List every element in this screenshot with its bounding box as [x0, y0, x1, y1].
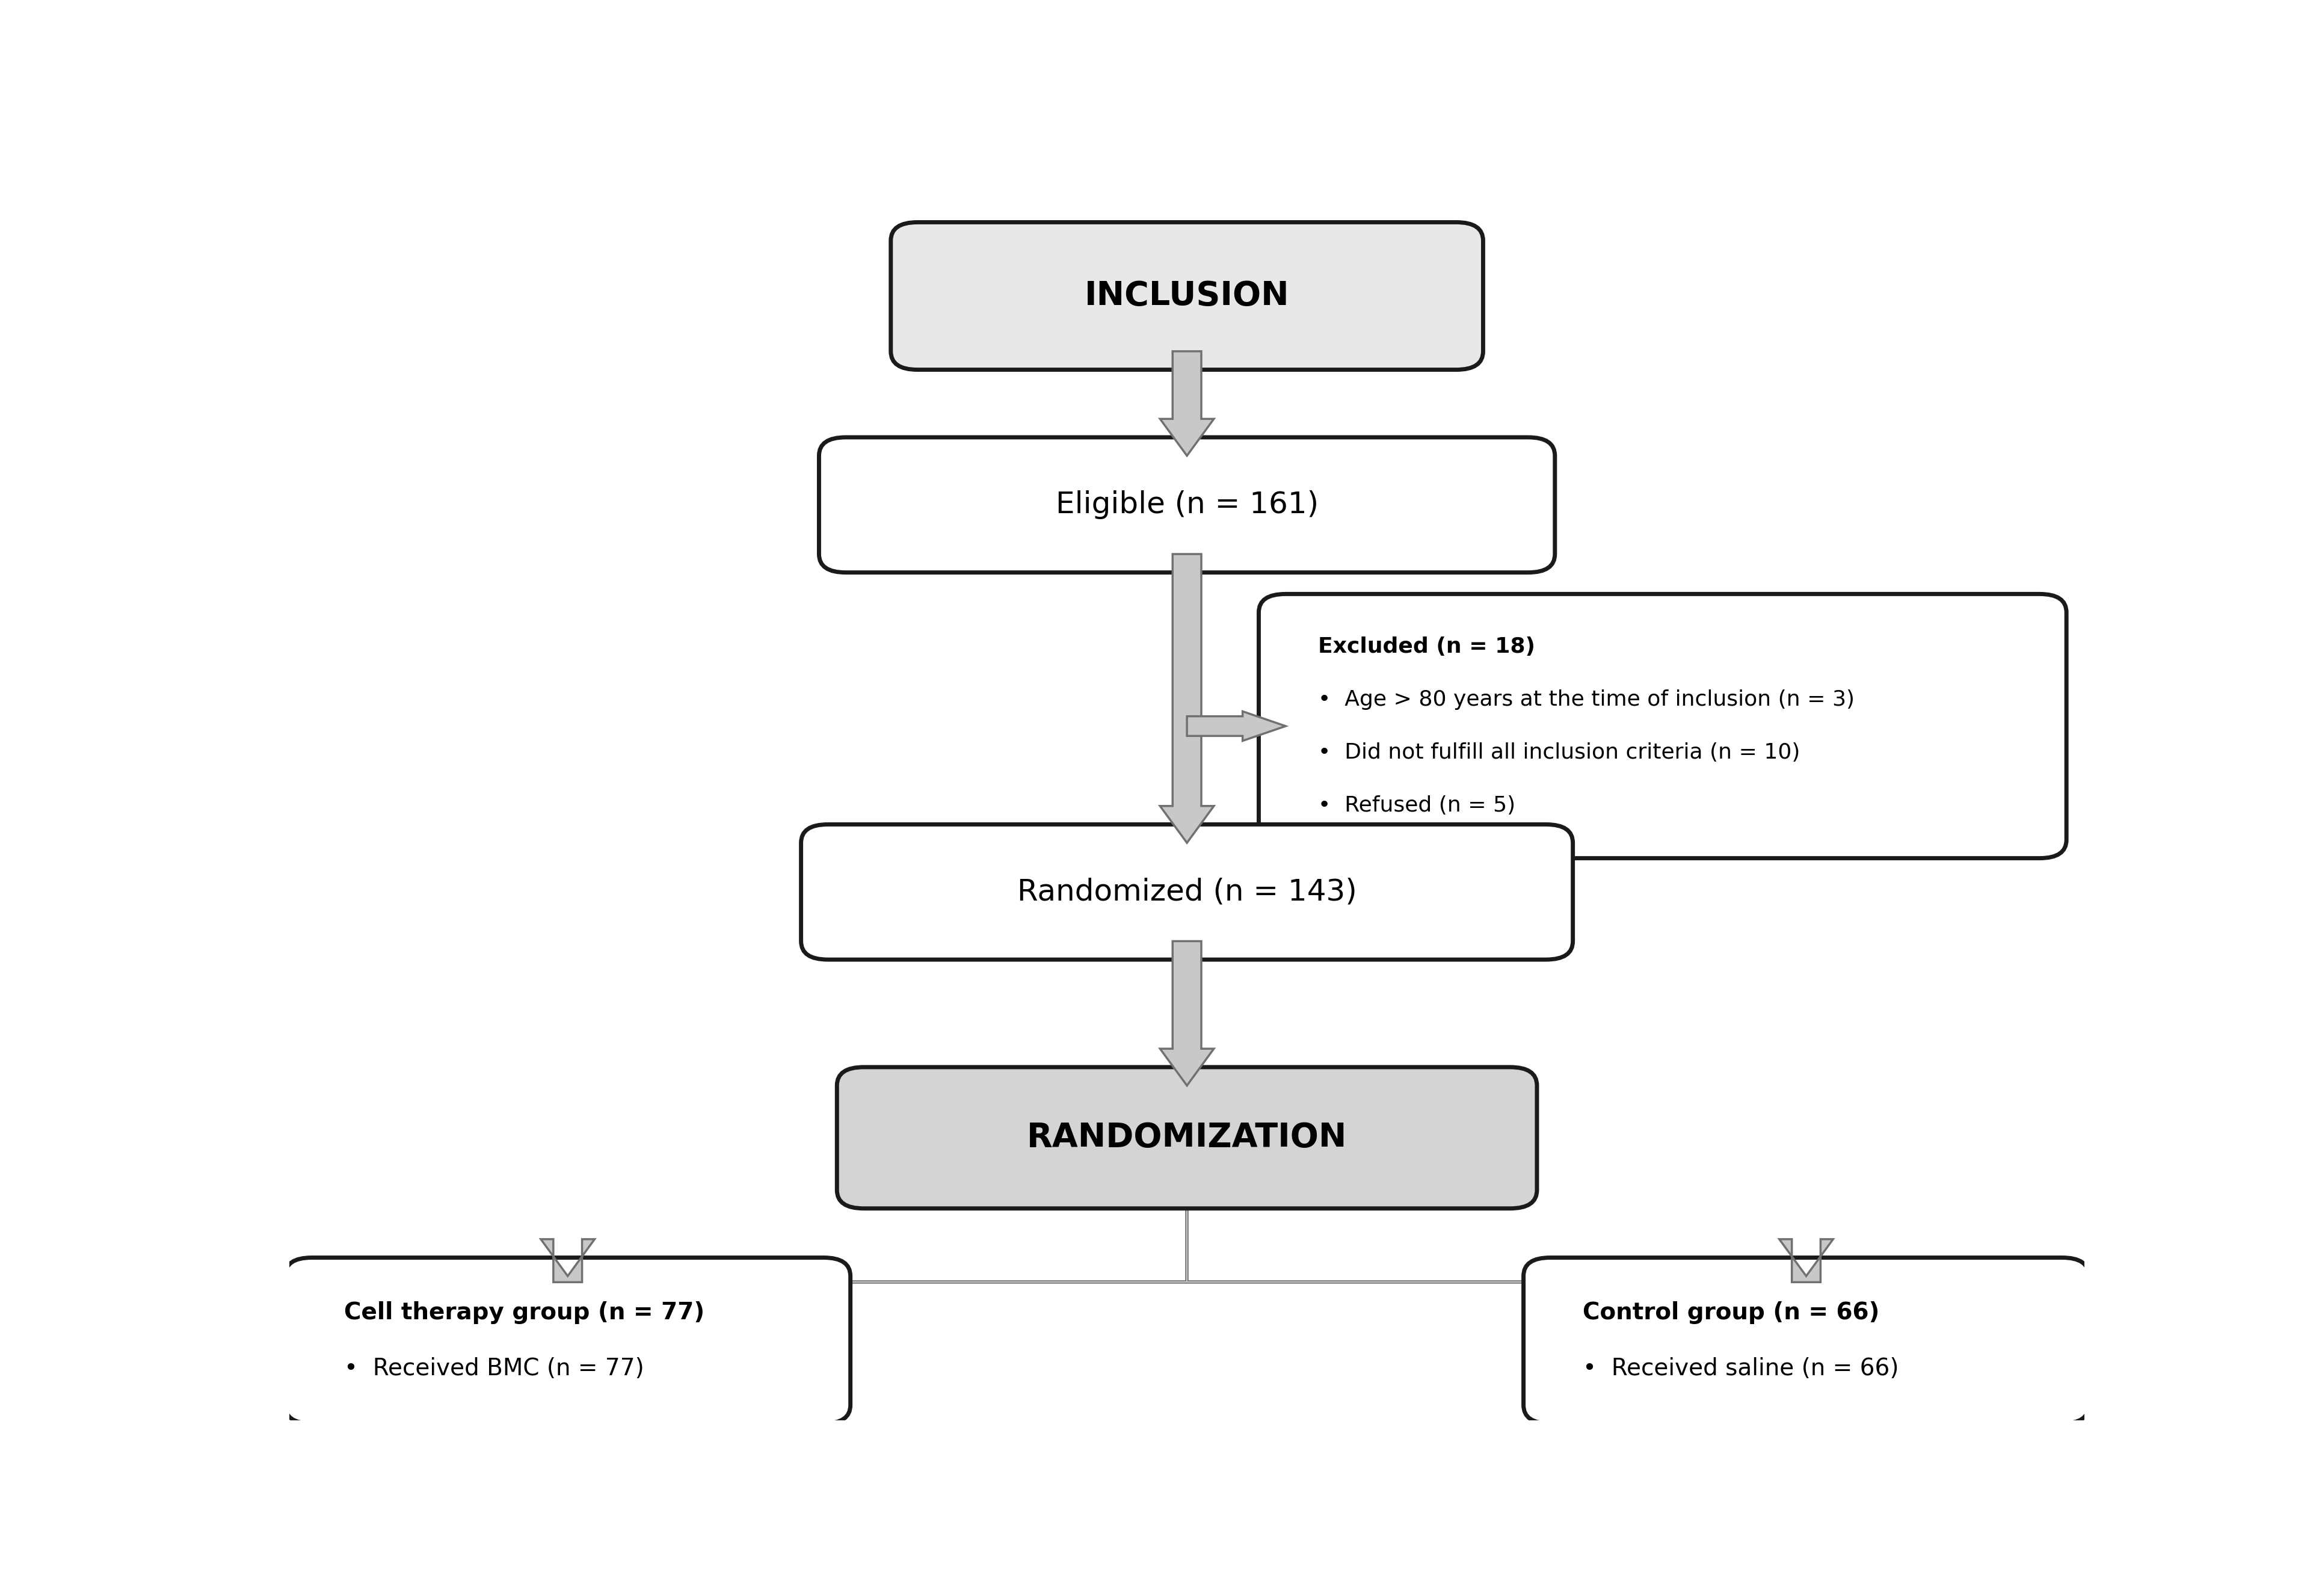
Text: INCLUSION: INCLUSION [1084, 279, 1290, 313]
FancyBboxPatch shape [801, 825, 1573, 959]
Polygon shape [1160, 942, 1214, 1085]
FancyBboxPatch shape [892, 222, 1482, 370]
Text: Cell therapy group (n = 77): Cell therapy group (n = 77) [345, 1301, 704, 1325]
Text: Randomized (n = 143): Randomized (n = 143) [1017, 878, 1357, 907]
Text: •  Refused (n = 5): • Refused (n = 5) [1318, 795, 1515, 816]
Polygon shape [1160, 351, 1214, 456]
Text: Control group (n = 66): Control group (n = 66) [1582, 1301, 1881, 1325]
FancyBboxPatch shape [820, 437, 1554, 573]
FancyBboxPatch shape [836, 1068, 1538, 1208]
Polygon shape [542, 1238, 595, 1282]
Text: RANDOMIZATION: RANDOMIZATION [1026, 1122, 1348, 1154]
Polygon shape [1186, 712, 1285, 741]
Polygon shape [1160, 554, 1214, 843]
FancyBboxPatch shape [1260, 594, 2066, 859]
Text: •  Received saline (n = 66): • Received saline (n = 66) [1582, 1357, 1899, 1381]
FancyBboxPatch shape [1524, 1258, 2089, 1424]
Text: •  Received BMC (n = 77): • Received BMC (n = 77) [345, 1357, 644, 1381]
FancyBboxPatch shape [285, 1258, 850, 1424]
Text: Eligible (n = 161): Eligible (n = 161) [1056, 490, 1318, 519]
Text: •  Did not fulfill all inclusion criteria (n = 10): • Did not fulfill all inclusion criteria… [1318, 742, 1800, 763]
Text: Excluded (n = 18): Excluded (n = 18) [1318, 637, 1536, 658]
Text: •  Age > 80 years at the time of inclusion (n = 3): • Age > 80 years at the time of inclusio… [1318, 689, 1855, 710]
Polygon shape [1779, 1238, 1834, 1282]
